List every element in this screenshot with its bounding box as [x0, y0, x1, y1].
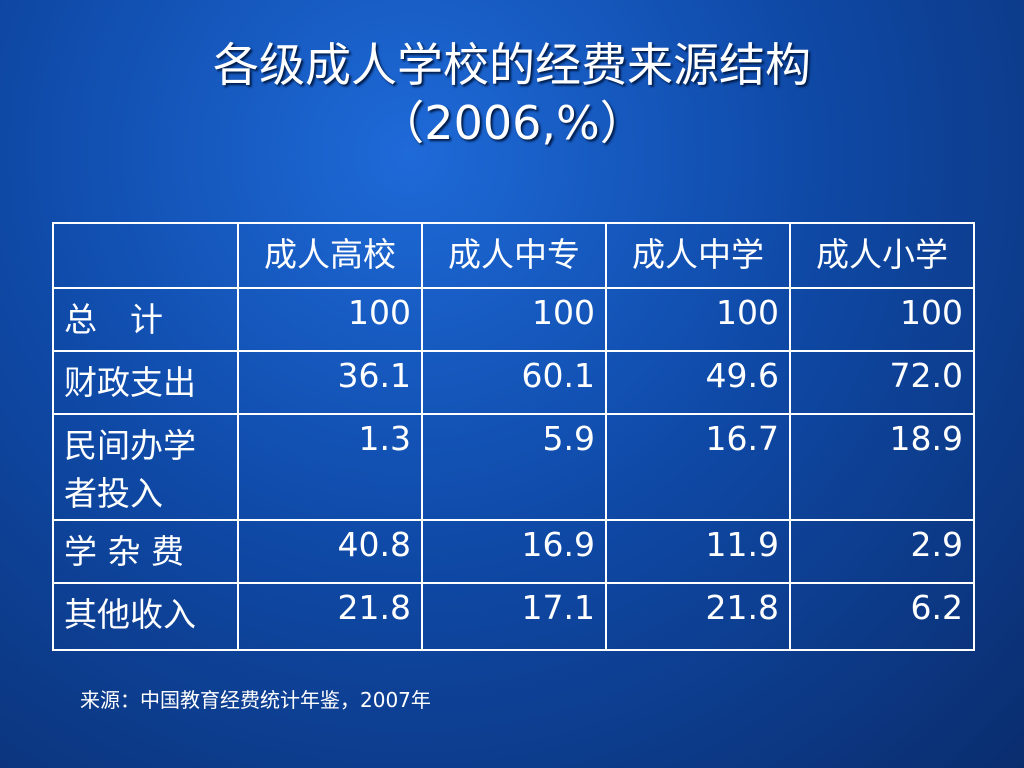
value-cell: 18.9 [789, 413, 975, 521]
header-cell: 成人小学 [789, 222, 975, 289]
value-cell: 100 [421, 287, 607, 352]
header-cell: 成人高校 [237, 222, 423, 289]
value-cell: 100 [605, 287, 791, 352]
row-label: 学 杂 费 [52, 519, 239, 584]
data-row: 总 计 100 100 100 100 [52, 287, 975, 352]
row-label: 财政支出 [52, 350, 239, 415]
value-cell: 60.1 [421, 350, 607, 415]
value-cell: 17.1 [421, 582, 607, 651]
row-label: 其他收入 [52, 582, 239, 651]
value-cell: 21.8 [605, 582, 791, 651]
data-row: 财政支出 36.1 60.1 49.6 72.0 [52, 350, 975, 415]
value-cell: 1.3 [237, 413, 423, 521]
value-cell: 16.7 [605, 413, 791, 521]
row-label: 总 计 [52, 287, 239, 352]
data-row: 学 杂 费 40.8 16.9 11.9 2.9 [52, 519, 975, 584]
value-cell: 21.8 [237, 582, 423, 651]
value-cell: 11.9 [605, 519, 791, 584]
header-row: 成人高校 成人中专 成人中学 成人小学 [52, 222, 975, 289]
data-table: 成人高校 成人中专 成人中学 成人小学总 计 100 100 100 100 财政支出 36.1 6… [52, 222, 975, 651]
corner-cell [52, 222, 239, 289]
value-cell: 36.1 [237, 350, 423, 415]
value-cell: 6.2 [789, 582, 975, 651]
header-cell: 成人中学 [605, 222, 791, 289]
value-cell: 72.0 [789, 350, 975, 415]
title-line: （2006,%） [378, 96, 646, 150]
value-cell: 40.8 [237, 519, 423, 584]
source-note: 来源：中国教育经费统计年鉴，2007年 [80, 688, 431, 712]
value-cell: 100 [237, 287, 423, 352]
value-cell: 2.9 [789, 519, 975, 584]
value-cell: 49.6 [605, 350, 791, 415]
title-line: 各级成人学校的经费来源结构 [213, 38, 811, 92]
data-row: 民间办学者投入 1.3 5.9 16.7 18.9 [52, 413, 975, 521]
row-label: 民间办学者投入 [52, 413, 239, 521]
data-row: 其他收入 21.8 17.1 21.8 6.2 [52, 582, 975, 651]
value-cell: 100 [789, 287, 975, 352]
header-cell: 成人中专 [421, 222, 607, 289]
value-cell: 5.9 [421, 413, 607, 521]
value-cell: 16.9 [421, 519, 607, 584]
